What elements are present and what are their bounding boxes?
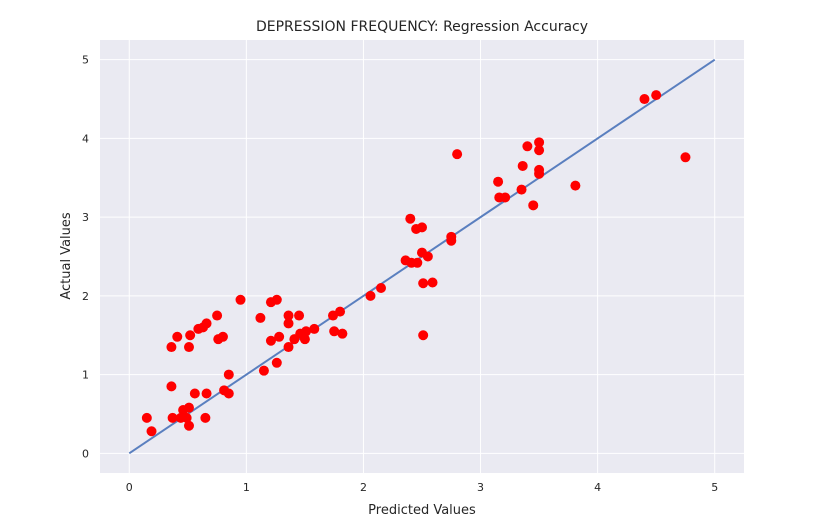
y-tick-label: 2: [82, 290, 89, 303]
data-point: [452, 149, 463, 160]
data-point: [418, 278, 429, 289]
data-point: [570, 180, 581, 191]
x-axis-label: Predicted Values: [368, 503, 476, 518]
data-point: [417, 222, 427, 233]
data-point: [335, 306, 346, 317]
data-point: [166, 381, 177, 392]
y-tick-label: 4: [82, 132, 89, 145]
data-point: [223, 369, 234, 380]
data-point: [534, 145, 545, 156]
data-point: [255, 312, 266, 323]
y-tick-label: 5: [82, 54, 89, 67]
data-point: [271, 357, 282, 368]
data-point: [651, 90, 662, 101]
data-point: [201, 388, 212, 399]
data-point: [201, 318, 212, 329]
y-axis-label: Actual Values: [59, 212, 74, 300]
x-tick-label: 5: [711, 481, 718, 494]
data-point: [493, 176, 504, 187]
y-tick-label: 3: [82, 211, 89, 224]
data-point: [200, 412, 211, 423]
data-point: [422, 251, 433, 262]
data-point: [167, 412, 178, 423]
data-point: [301, 326, 312, 337]
y-tick-label: 1: [82, 369, 89, 382]
data-point: [212, 310, 223, 321]
data-point: [141, 412, 152, 423]
data-point: [146, 426, 157, 437]
data-point: [183, 420, 194, 431]
x-tick-label: 2: [360, 481, 367, 494]
data-point: [271, 294, 282, 305]
data-point: [294, 310, 305, 321]
data-point: [181, 412, 192, 423]
data-point: [235, 294, 246, 305]
data-point: [283, 318, 294, 329]
data-point: [166, 342, 177, 353]
data-point: [639, 94, 650, 105]
data-point: [500, 192, 511, 203]
data-point: [376, 282, 387, 293]
x-tick-label: 3: [477, 481, 484, 494]
data-point: [183, 342, 194, 353]
data-point: [309, 323, 320, 334]
y-tick-label: 0: [82, 447, 89, 460]
data-point: [516, 184, 527, 195]
data-point: [185, 330, 196, 341]
data-point: [412, 257, 423, 268]
data-point: [329, 326, 340, 337]
x-tick-label: 0: [126, 481, 133, 494]
data-point: [265, 335, 276, 346]
data-point: [283, 310, 294, 321]
data-point: [337, 328, 348, 339]
data-point: [418, 330, 429, 341]
data-point: [258, 365, 269, 376]
tick-labels: 0 1 2 3 4 5 0 1 2 3 4 5: [82, 54, 718, 494]
data-point: [427, 277, 438, 288]
data-point: [217, 331, 228, 342]
data-point: [534, 168, 545, 179]
data-point: [522, 141, 533, 152]
data-point: [172, 331, 183, 342]
chart-title: DEPRESSION FREQUENCY: Regression Accurac…: [256, 19, 588, 35]
data-point: [405, 213, 416, 224]
data-point: [534, 137, 545, 148]
data-point: [680, 152, 691, 163]
data-point: [528, 200, 539, 211]
x-tick-label: 4: [594, 481, 601, 494]
x-tick-label: 1: [243, 481, 250, 494]
data-point: [223, 388, 234, 399]
data-point: [189, 388, 200, 399]
data-point: [299, 334, 310, 345]
data-point: [517, 160, 528, 171]
data-point: [183, 402, 194, 413]
data-points: [141, 90, 691, 437]
data-point: [446, 235, 457, 246]
data-point: [274, 331, 285, 342]
grid-lines: [100, 40, 744, 473]
data-point: [283, 342, 294, 353]
data-point: [365, 290, 376, 301]
